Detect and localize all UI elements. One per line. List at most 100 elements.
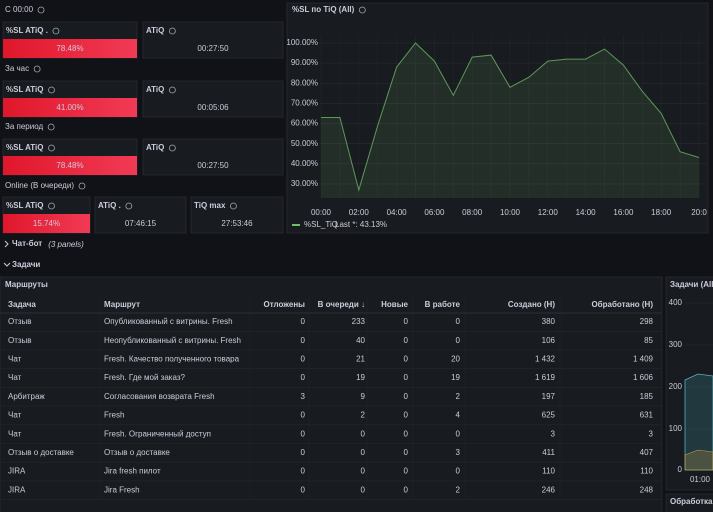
info-icon bbox=[125, 202, 133, 210]
table-cell: 0 bbox=[301, 373, 306, 382]
stat-label: %SL ATiQ bbox=[6, 201, 44, 210]
column-header: Обработано (Н) bbox=[591, 300, 653, 309]
side-y-tick: 0 bbox=[678, 465, 683, 474]
stat-label: %SL ATiQ . bbox=[6, 26, 48, 35]
table-cell: 3 bbox=[301, 392, 306, 401]
table-cell: 246 bbox=[542, 485, 556, 494]
table-cell: 0 bbox=[404, 336, 409, 345]
y-tick-label: 70.00% bbox=[291, 98, 318, 107]
stat-label: ATiQ bbox=[146, 85, 164, 94]
table-cell: 0 bbox=[361, 429, 366, 438]
stat-panel bbox=[142, 80, 284, 118]
row-title: За период bbox=[5, 122, 43, 131]
stat-value: 41.00% bbox=[56, 103, 83, 112]
table-cell: 3 bbox=[551, 429, 556, 438]
table-cell: 40 bbox=[356, 336, 365, 345]
table-cell: 2 bbox=[361, 411, 366, 420]
table-cell: Опубликованный с витрины. Fresh bbox=[104, 317, 233, 326]
table-cell: Согласования возврата Fresh bbox=[104, 392, 215, 401]
table-cell: Чат bbox=[8, 373, 22, 382]
table-cell: 0 bbox=[404, 467, 409, 476]
table-cell: Отзыв bbox=[8, 336, 32, 345]
legend-stat: Last *: 43.13% bbox=[335, 220, 387, 229]
y-tick-label: 90.00% bbox=[291, 58, 318, 67]
table-cell: Fresh. Ограниченный доступ bbox=[104, 429, 211, 438]
table-cell: 1 619 bbox=[535, 373, 556, 382]
table-cell: 19 bbox=[356, 373, 365, 382]
info-icon bbox=[48, 86, 55, 94]
side-title: Задачи (All) bbox=[670, 280, 713, 289]
table-cell: 0 bbox=[361, 448, 366, 457]
side-panel bbox=[665, 276, 713, 491]
table-cell: 20 bbox=[451, 355, 460, 364]
stat-bar bbox=[3, 214, 90, 233]
table-cell: 0 bbox=[301, 336, 306, 345]
table-cell: 0 bbox=[301, 317, 306, 326]
x-tick-label: 04:00 bbox=[387, 208, 408, 217]
table-cell: 0 bbox=[456, 467, 461, 476]
table-panel bbox=[0, 276, 663, 512]
row-title: Online (В очереди) bbox=[5, 181, 74, 190]
x-tick-label: 00:00 bbox=[311, 208, 332, 217]
table-cell: Неопубликованный с витрины. Fresh bbox=[104, 336, 241, 345]
stat-value: 07:46:15 bbox=[125, 219, 157, 228]
x-tick-label: 14:00 bbox=[576, 208, 597, 217]
table-cell: 9 bbox=[361, 392, 366, 401]
stat-value: 00:27:50 bbox=[197, 44, 229, 53]
table-cell: 2 bbox=[456, 392, 461, 401]
series-line bbox=[321, 42, 700, 192]
x-tick-label: 16:00 bbox=[613, 208, 634, 217]
y-tick-label: 100.00% bbox=[286, 38, 318, 47]
stat-label: ATiQ bbox=[146, 26, 164, 35]
table-cell: JIRA bbox=[8, 485, 26, 494]
table-cell: 411 bbox=[542, 448, 555, 457]
stat-bar bbox=[3, 39, 137, 58]
stat-panel bbox=[94, 196, 187, 234]
x-tick-label: 12:00 bbox=[538, 208, 559, 217]
table-cell: 0 bbox=[404, 373, 409, 382]
table-cell: Jira fresh пилот bbox=[104, 467, 161, 476]
stat-label: ATiQ . bbox=[98, 201, 121, 210]
stat-bar bbox=[3, 98, 137, 117]
y-tick-label: 30.00% bbox=[291, 179, 318, 188]
info-icon bbox=[168, 86, 176, 94]
y-tick-label: 80.00% bbox=[291, 78, 318, 87]
stat-value: 27:53:46 bbox=[221, 219, 253, 228]
table-cell: 631 bbox=[640, 411, 654, 420]
table-title: Маршруты bbox=[5, 280, 48, 289]
legend-label: %SL_TiQ bbox=[304, 220, 338, 229]
row-note: (3 panels) bbox=[48, 240, 84, 249]
collapse-icon[interactable] bbox=[3, 262, 11, 267]
expand-icon[interactable] bbox=[4, 240, 9, 248]
side-y-tick: 300 bbox=[669, 340, 683, 349]
stat-value: 15.74% bbox=[33, 219, 60, 228]
table-cell: 0 bbox=[404, 355, 409, 364]
side-y-tick: 400 bbox=[669, 298, 683, 307]
stat-bar bbox=[3, 156, 137, 175]
table-cell: 0 bbox=[404, 392, 409, 401]
table-cell: 0 bbox=[361, 467, 366, 476]
table-cell: 3 bbox=[649, 429, 654, 438]
side-area bbox=[684, 449, 713, 471]
table-cell: 0 bbox=[456, 336, 461, 345]
stat-value: 00:27:50 bbox=[197, 161, 229, 170]
table-cell: 233 bbox=[352, 317, 366, 326]
info-icon bbox=[78, 182, 86, 190]
series-area bbox=[321, 43, 699, 198]
stat-value: 78.48% bbox=[56, 161, 83, 170]
bottom-title: Обработка ч bbox=[670, 497, 713, 506]
y-tick-label: 40.00% bbox=[291, 159, 318, 168]
stat-label: TiQ max bbox=[194, 201, 226, 210]
info-icon bbox=[33, 65, 41, 73]
table-cell: 2 bbox=[456, 485, 461, 494]
info-icon bbox=[358, 6, 366, 14]
table-cell: 0 bbox=[301, 448, 306, 457]
table-cell: 298 bbox=[640, 317, 654, 326]
x-tick-label: 20:0 bbox=[691, 208, 707, 217]
table-cell: Отзыв о доставке bbox=[104, 448, 170, 457]
info-icon bbox=[52, 27, 60, 35]
table-cell: 0 bbox=[404, 429, 409, 438]
table-cell: Fresh. Где мой заказ? bbox=[104, 373, 185, 382]
row-title: За час bbox=[5, 64, 29, 73]
